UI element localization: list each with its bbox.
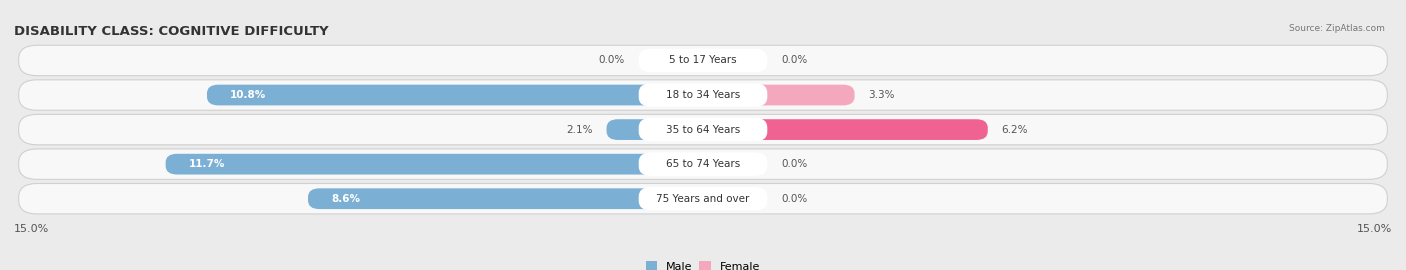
FancyBboxPatch shape — [638, 83, 768, 107]
Text: 0.0%: 0.0% — [599, 55, 624, 66]
Text: 15.0%: 15.0% — [1357, 224, 1392, 234]
FancyBboxPatch shape — [606, 119, 703, 140]
FancyBboxPatch shape — [18, 149, 1388, 179]
Text: DISABILITY CLASS: COGNITIVE DIFFICULTY: DISABILITY CLASS: COGNITIVE DIFFICULTY — [14, 25, 329, 38]
FancyBboxPatch shape — [18, 184, 1388, 214]
Text: 0.0%: 0.0% — [782, 194, 807, 204]
FancyBboxPatch shape — [638, 49, 768, 72]
FancyBboxPatch shape — [308, 188, 703, 209]
Text: 0.0%: 0.0% — [782, 159, 807, 169]
Text: 5 to 17 Years: 5 to 17 Years — [669, 55, 737, 66]
Text: 65 to 74 Years: 65 to 74 Years — [666, 159, 740, 169]
Text: 15.0%: 15.0% — [14, 224, 49, 234]
Legend: Male, Female: Male, Female — [641, 257, 765, 270]
Text: 35 to 64 Years: 35 to 64 Years — [666, 124, 740, 135]
Text: 2.1%: 2.1% — [567, 124, 593, 135]
Text: 75 Years and over: 75 Years and over — [657, 194, 749, 204]
Text: 8.6%: 8.6% — [330, 194, 360, 204]
FancyBboxPatch shape — [18, 45, 1388, 76]
FancyBboxPatch shape — [703, 85, 855, 105]
FancyBboxPatch shape — [166, 154, 703, 174]
FancyBboxPatch shape — [638, 152, 768, 176]
FancyBboxPatch shape — [18, 114, 1388, 145]
Text: 18 to 34 Years: 18 to 34 Years — [666, 90, 740, 100]
FancyBboxPatch shape — [703, 119, 988, 140]
Text: 0.0%: 0.0% — [782, 55, 807, 66]
Text: 3.3%: 3.3% — [869, 90, 894, 100]
Text: 6.2%: 6.2% — [1001, 124, 1028, 135]
Text: Source: ZipAtlas.com: Source: ZipAtlas.com — [1289, 24, 1385, 33]
Text: 10.8%: 10.8% — [231, 90, 266, 100]
Text: 11.7%: 11.7% — [188, 159, 225, 169]
FancyBboxPatch shape — [18, 80, 1388, 110]
FancyBboxPatch shape — [207, 85, 703, 105]
FancyBboxPatch shape — [638, 187, 768, 211]
FancyBboxPatch shape — [638, 118, 768, 141]
